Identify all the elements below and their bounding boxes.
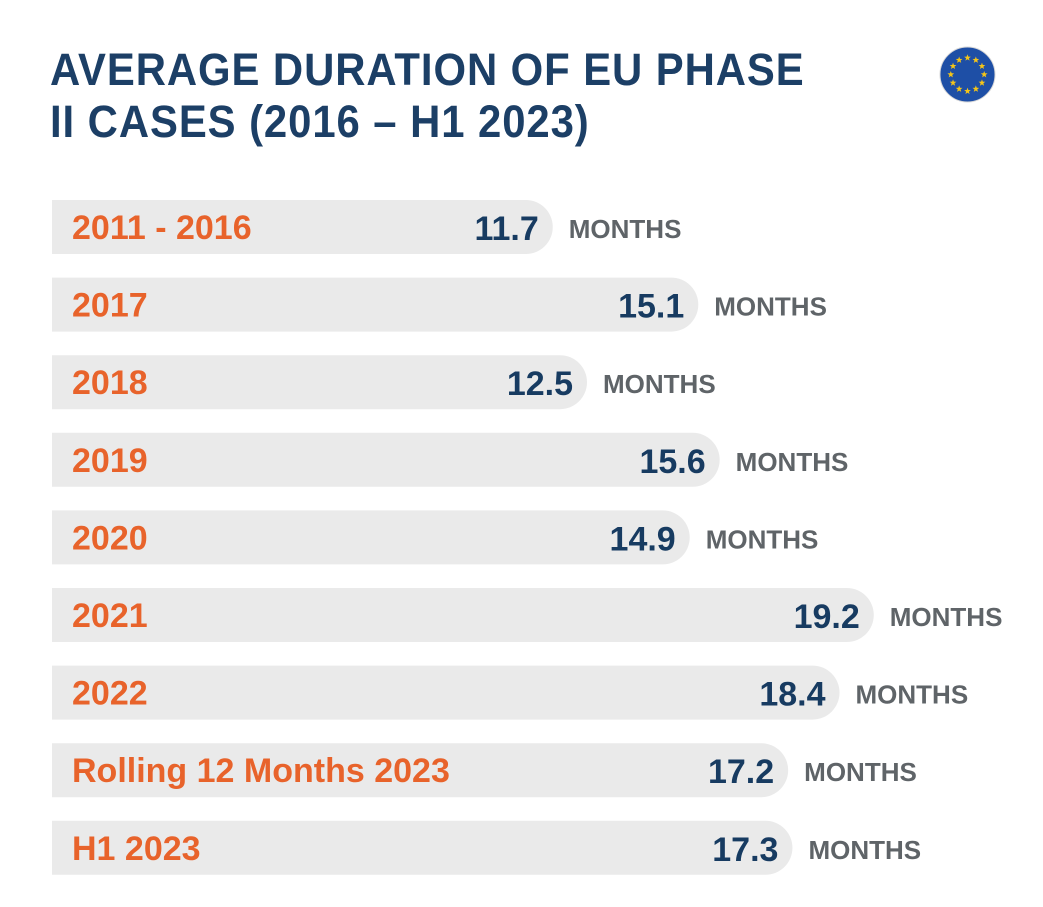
unit-label: MONTHS [890,602,1003,632]
bar [52,743,789,798]
bar [52,588,874,642]
flag-star [980,70,988,78]
bar [52,277,699,332]
bar [52,200,553,254]
unit-label: MONTHS [808,835,921,865]
category-label: 2020 [72,519,148,557]
bar [52,432,720,487]
unit-label: MONTHS [804,757,917,787]
value-label: 15.1 [618,288,684,326]
chart-title: AVERAGE DURATION OF EU PHASE II CASES (2… [50,44,805,147]
bar [52,665,840,720]
category-label: 2018 [72,364,148,402]
flag-star [978,62,986,70]
unit-label: MONTHS [569,214,682,244]
value-label: 11.7 [474,210,538,248]
value-label: 14.9 [610,520,676,558]
eu-flag-icon [939,46,996,103]
flag-stars [947,54,988,95]
category-label: 2021 [72,597,148,635]
flag-star [972,85,980,92]
value-label: 19.2 [794,598,860,636]
unit-label: MONTHS [736,447,849,477]
flag-star [964,87,971,95]
unit-label: MONTHS [714,292,827,322]
bar [52,355,587,410]
flag-star [964,54,971,61]
value-label: 15.6 [639,443,705,481]
value-label: 18.4 [759,676,825,714]
flag-disc [939,46,996,103]
unit-label: MONTHS [856,680,969,710]
flag-star [949,62,957,70]
category-label: H1 2023 [72,830,201,868]
category-label: Rolling 12 Months 2023 [72,752,450,790]
category-label: 2017 [72,287,148,325]
flag-star [978,79,986,86]
bar [52,510,690,565]
unit-label: MONTHS [603,369,716,399]
flag-star [955,56,963,63]
flag-star [972,56,980,63]
flag-star [955,85,963,92]
flag-star [947,70,955,78]
value-label: 12.5 [507,365,573,403]
category-label: 2019 [72,442,148,480]
unit-label: MONTHS [706,524,819,554]
value-label: 17.2 [708,753,774,791]
category-label: 2011 - 2016 [72,209,252,247]
value-label: 17.3 [712,831,778,869]
category-label: 2022 [72,675,148,713]
flag-star [949,79,957,86]
bar [52,820,793,875]
